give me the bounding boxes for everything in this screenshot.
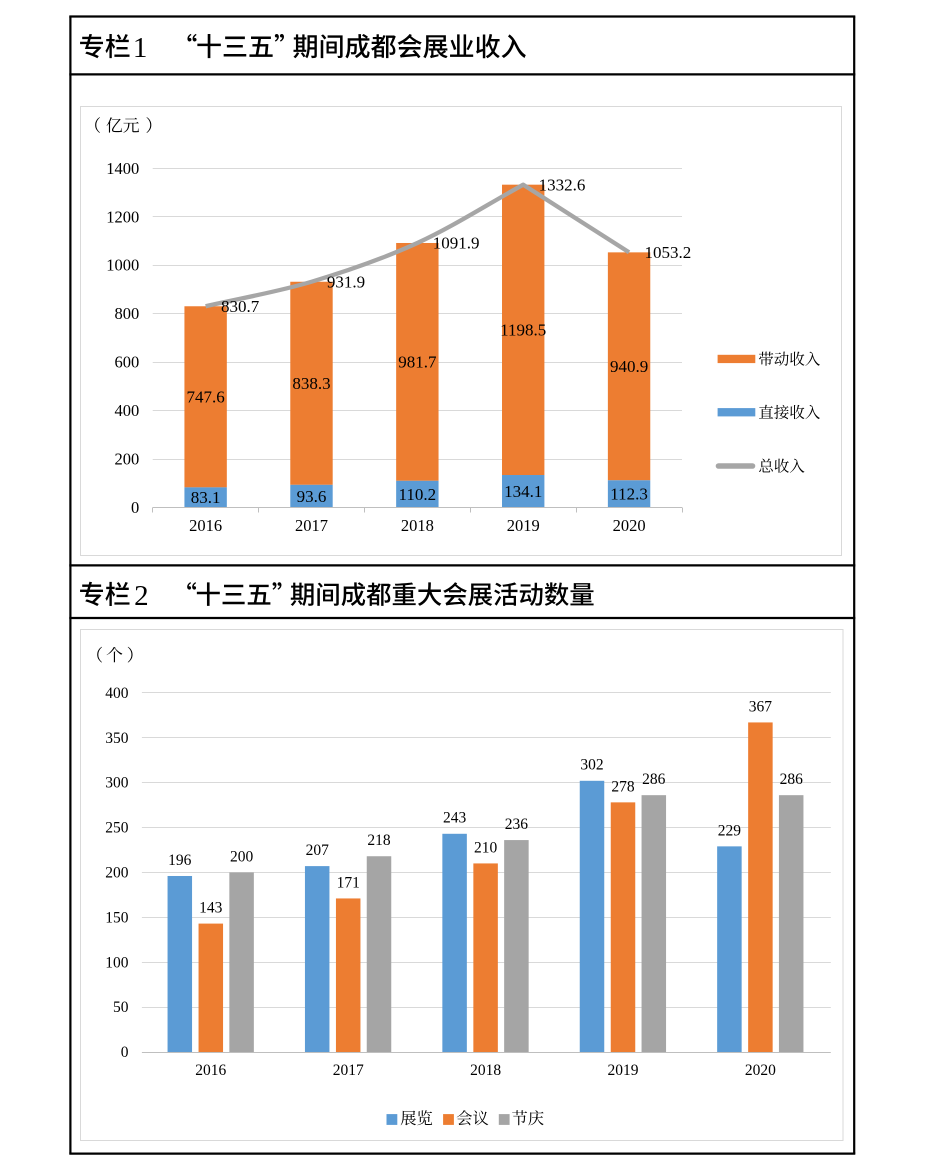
svg-text:250: 250 [105,820,129,837]
svg-text:229: 229 [718,822,742,839]
svg-text:1400: 1400 [106,159,139,178]
svg-text:1053.2: 1053.2 [644,243,691,262]
svg-text:0: 0 [131,498,139,517]
svg-text:200: 200 [230,848,254,865]
svg-text:2: 2 [134,580,149,612]
svg-text:2017: 2017 [295,516,328,535]
svg-text:350: 350 [105,730,129,747]
svg-text:134.1: 134.1 [504,482,542,501]
svg-text:218: 218 [367,832,391,849]
svg-text:2019: 2019 [608,1062,639,1079]
svg-text:302: 302 [580,757,603,774]
svg-text:2016: 2016 [189,516,222,535]
svg-text:143: 143 [199,900,223,917]
svg-text:1198.5: 1198.5 [500,320,546,339]
svg-text:2020: 2020 [613,516,646,535]
svg-text:600: 600 [114,353,139,372]
svg-text:400: 400 [105,685,129,702]
svg-text:50: 50 [113,999,129,1016]
svg-text:100: 100 [105,954,129,971]
svg-text:200: 200 [105,865,129,882]
svg-text:940.9: 940.9 [610,357,648,376]
svg-text:2019: 2019 [507,516,540,535]
svg-text:200: 200 [114,450,139,469]
svg-text:838.3: 838.3 [292,374,330,393]
svg-text:286: 286 [780,771,804,788]
svg-text:1000: 1000 [106,256,139,275]
svg-text:367: 367 [749,698,773,715]
svg-text:171: 171 [337,874,360,891]
svg-text:112.3: 112.3 [610,485,648,504]
svg-text:747.6: 747.6 [187,387,225,406]
svg-text:2016: 2016 [195,1062,226,1079]
svg-text:286: 286 [642,771,666,788]
svg-text:236: 236 [505,816,529,833]
svg-text:278: 278 [611,778,635,795]
svg-text:243: 243 [443,810,467,827]
svg-text:830.7: 830.7 [221,297,260,316]
svg-text:2017: 2017 [333,1062,364,1079]
svg-text:1200: 1200 [106,207,139,226]
svg-text:931.9: 931.9 [327,272,365,291]
svg-text:110.2: 110.2 [399,485,437,504]
svg-text:83.1: 83.1 [191,488,221,507]
svg-text:2018: 2018 [470,1062,501,1079]
svg-text:1091.9: 1091.9 [433,234,480,253]
svg-text:0: 0 [121,1044,129,1061]
svg-text:400: 400 [114,401,139,420]
svg-text:1: 1 [133,32,148,64]
svg-text:981.7: 981.7 [398,353,437,372]
svg-text:207: 207 [306,842,330,859]
svg-text:800: 800 [114,304,139,323]
svg-text:2020: 2020 [745,1062,776,1079]
svg-text:1332.6: 1332.6 [539,175,586,194]
svg-text:196: 196 [168,852,192,869]
svg-text:2018: 2018 [401,516,434,535]
svg-text:150: 150 [105,909,129,926]
svg-text:300: 300 [105,775,129,792]
svg-text:210: 210 [474,839,498,856]
svg-text:93.6: 93.6 [297,487,327,506]
